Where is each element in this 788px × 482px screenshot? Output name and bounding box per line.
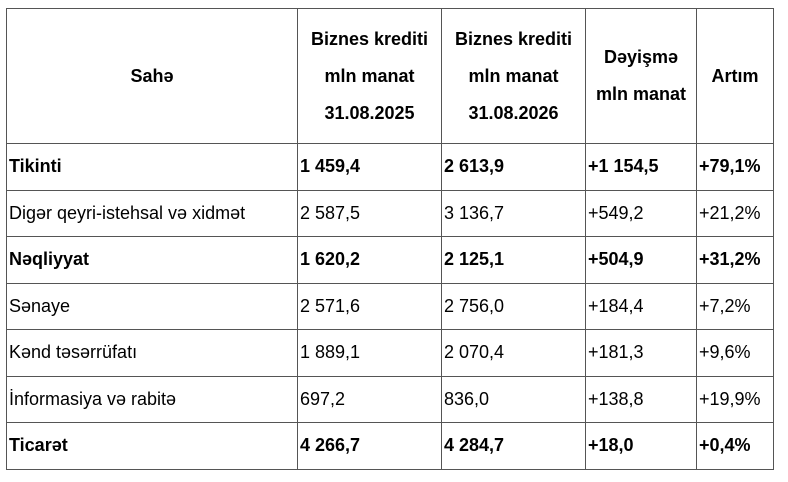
table-cell: İnformasiya və rabitə [6,375,298,423]
table-cell: 836,0 [441,375,586,423]
table-cell: 1 459,4 [297,143,442,191]
table-cell: +9,6% [696,329,774,377]
header-text: Artım [711,65,759,86]
table-row: Ticarət 4 266,7 4 284,7 +18,0 +0,4% [6,422,774,470]
table-cell: Nəqliyyat [6,236,298,284]
header-text: Biznes krediti [454,28,573,49]
header-text: mln manat [595,84,687,104]
table-row: Kənd təsərrüfatı 1 889,1 2 070,4 +181,3 +9,6… [6,329,774,377]
table-cell: +7,2% [696,282,774,330]
table-cell: 697,2 [297,375,442,423]
table-cell: +181,3 [585,329,697,377]
table-row: Nəqliyyat 1 620,2 2 125,1 +504,9 +31,2% [6,236,774,284]
table-cell: +19,9% [696,375,774,423]
table-cell: Digər qeyri-istehsal və xidmət [6,189,298,237]
table-cell: +79,1% [696,143,774,191]
table-cell: 2 756,0 [441,282,586,330]
table-row: İnformasiya və rabitə 697,2 836,0 +138,8 +19… [6,375,774,423]
table: Sahə Biznes krediti mln manat 31.08.2025 Biz… [6,8,774,470]
table-cell: +1 154,5 [585,143,697,191]
table-cell: +184,4 [585,282,697,330]
table-cell: +549,2 [585,189,697,237]
header-text: 31.08.2026 [468,102,559,123]
header-cell: Biznes krediti mln manat 31.08.2026 [441,8,586,144]
header-text: Dəyişmə [603,47,679,67]
header-cell: Dəyişmə mln manat [585,8,697,144]
table-cell: 3 136,7 [441,189,586,237]
table-container: Sahə Biznes krediti mln manat 31.08.2025 Biz… [6,8,774,470]
table-cell: 1 620,2 [297,236,442,284]
header-cell: Sahə [6,8,298,144]
table-cell: +18,0 [585,422,697,470]
header-cell: Biznes krediti mln manat 31.08.2025 [297,8,442,144]
table-cell: 2 070,4 [441,329,586,377]
table-cell: Kənd təsərrüfatı [6,329,298,377]
table-cell: 2 587,5 [297,189,442,237]
table-cell: 4 266,7 [297,422,442,470]
table-cell: +504,9 [585,236,697,284]
table-row: Digər qeyri-istehsal və xidmət 2 587,5 3 1… [6,189,774,237]
table-cell: Ticarət [6,422,298,470]
table-cell: 2 613,9 [441,143,586,191]
table-cell: +21,2% [696,189,774,237]
header-text: Sahə [130,65,174,86]
header-cell: Artım [696,8,774,144]
table-row: Tikinti 1 459,4 2 613,9 +1 154,5 +79,1% [6,143,774,191]
header-text: 31.08.2025 [324,102,415,123]
table-cell: 4 284,7 [441,422,586,470]
table-cell: 2 571,6 [297,282,442,330]
table-cell: 1 889,1 [297,329,442,377]
header-row: Sahə Biznes krediti mln manat 31.08.2025 Biz… [6,8,774,144]
table-row: Sənaye 2 571,6 2 756,0 +184,4 +7,2% [6,282,774,330]
table-body: Tikinti 1 459,4 2 613,9 +1 154,5 +79,1% Digər… [6,143,774,470]
table-cell: +0,4% [696,422,774,470]
table-cell: Tikinti [6,143,298,191]
header-text: mln manat [324,65,415,86]
table-cell: 2 125,1 [441,236,586,284]
header-text: Biznes krediti [310,28,429,49]
table-cell: +138,8 [585,375,697,423]
table-cell: Sənaye [6,282,298,330]
table-cell: +31,2% [696,236,774,284]
header-text: mln manat [468,65,559,86]
